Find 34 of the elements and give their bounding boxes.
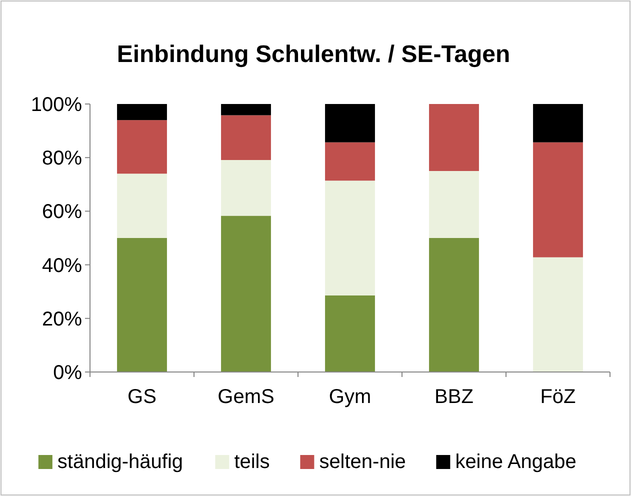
bar: [325, 295, 375, 372]
x-tick-label: BBZ: [434, 386, 474, 408]
bar: [117, 104, 167, 120]
y-tick-label: 0%: [53, 362, 82, 384]
bar: [117, 174, 167, 238]
bar: [325, 142, 375, 181]
legend-label: selten-nie: [319, 451, 406, 473]
legend-label: ständig-häufig: [57, 451, 184, 473]
bar: [221, 104, 271, 116]
bar: [429, 238, 479, 372]
x-tick-label: GS: [128, 386, 156, 408]
y-tick-label: 40%: [42, 254, 82, 277]
y-tick-label: 20%: [42, 308, 82, 330]
bar: [117, 238, 167, 372]
y-tick-label: 60%: [42, 201, 82, 224]
y-tick-label: 100%: [30, 94, 82, 116]
bar: [221, 115, 271, 160]
y-tick-label: 80%: [42, 148, 82, 170]
bar: [533, 257, 583, 372]
bar: [221, 160, 271, 216]
x-tick-label: Gym: [328, 386, 372, 408]
chart-title: Einbindung Schulentw. / SE-Tagen: [116, 41, 510, 68]
bar: [533, 142, 583, 258]
x-tick-label: GemS: [218, 386, 274, 408]
bar: [429, 171, 479, 238]
x-tick-label: FöZ: [540, 386, 576, 408]
bar: [221, 216, 271, 372]
legend-label: teils: [234, 451, 270, 473]
legend-label: keine Angabe: [455, 451, 576, 473]
bar: [117, 120, 167, 174]
bar: [325, 104, 375, 142]
bar: [533, 104, 583, 142]
bar: [325, 180, 375, 296]
bar: [429, 104, 479, 171]
